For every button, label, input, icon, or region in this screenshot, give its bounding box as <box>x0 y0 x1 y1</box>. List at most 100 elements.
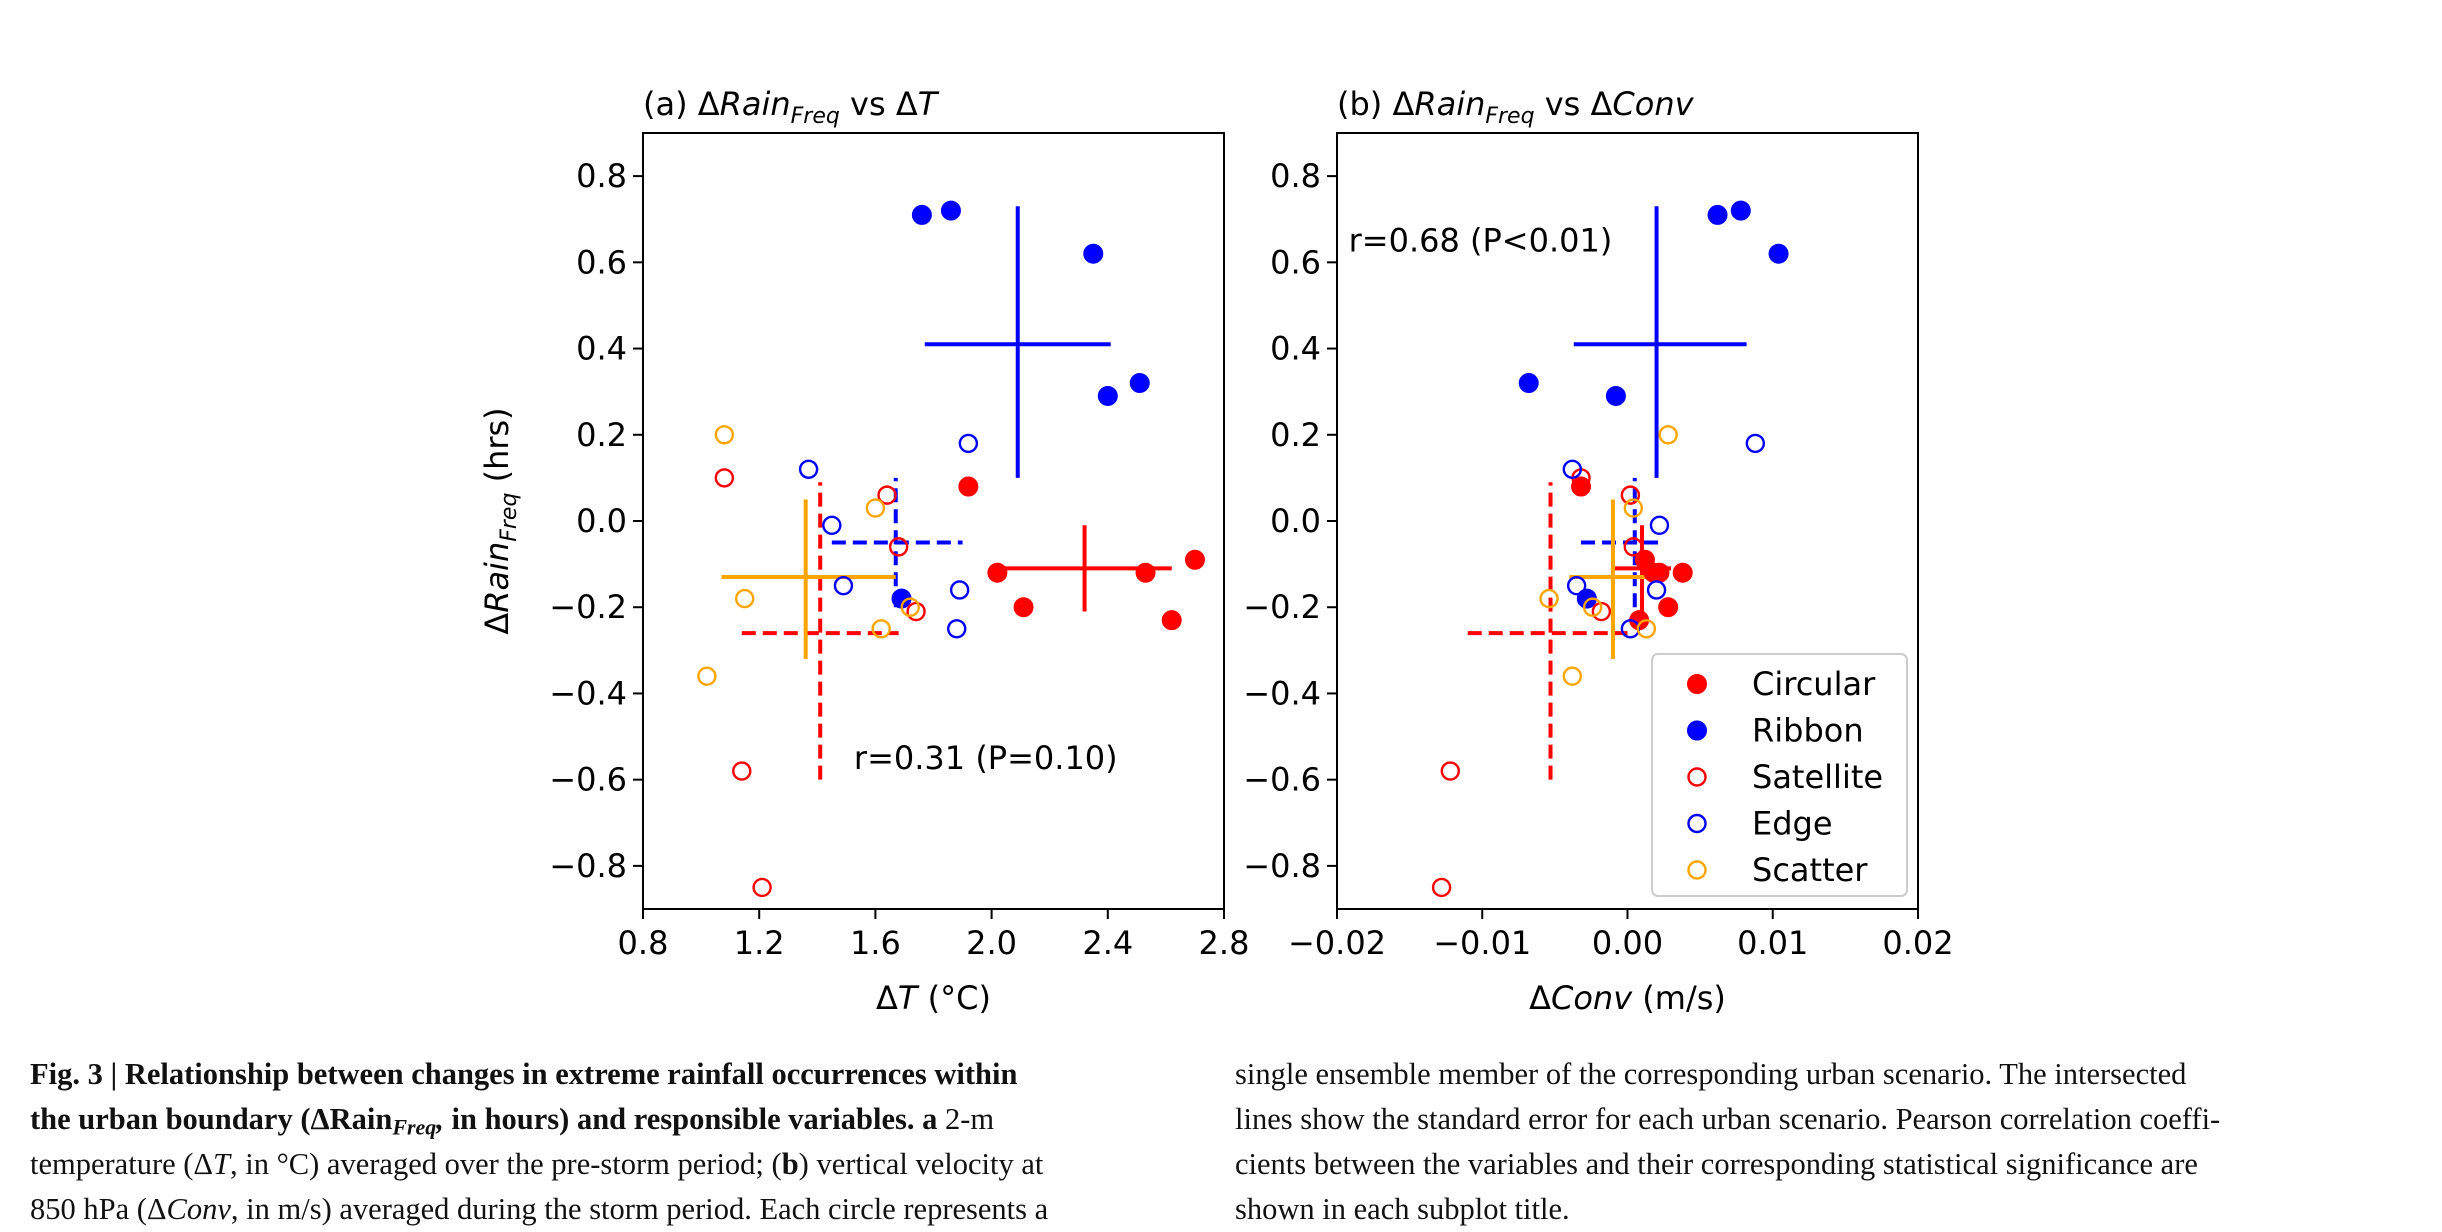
data-point <box>1518 373 1539 394</box>
data-point <box>1562 459 1583 479</box>
x-tick-label: 0.01 <box>1737 924 1808 962</box>
data-point <box>1646 580 1667 600</box>
caption-segment: Freq <box>392 1114 437 1140</box>
data-point <box>1623 498 1644 518</box>
legend-marker <box>1687 767 1707 787</box>
caption-segment: in hours) and responsible variables. a <box>443 1102 938 1136</box>
x-tick-label: −0.02 <box>1288 924 1386 962</box>
data-point <box>958 433 979 454</box>
series-satellite <box>714 468 926 898</box>
error-cross-ribbon <box>924 206 1111 478</box>
data-point <box>1623 537 1644 557</box>
x-tick-label: 2.0 <box>966 924 1017 962</box>
caption-segment: shown in each subplot title. <box>1235 1192 1570 1226</box>
legend-entry-ribbon: Ribbon <box>1687 712 1864 750</box>
legend: Circular Ribbon Satellite Edge Scatter <box>1651 653 1908 897</box>
x-tick-label: 1.6 <box>850 924 901 962</box>
legend-label: Satellite <box>1752 758 1883 796</box>
data-point <box>911 204 932 225</box>
y-tick-label: −0.2 <box>1243 588 1321 626</box>
error-cross-satellite <box>741 482 899 780</box>
x-tick-label: 0.00 <box>1592 924 1663 962</box>
caption-segment: , in °C) averaged over the pre-storm per… <box>230 1147 782 1181</box>
caption-segment: lines show the standard error for each u… <box>1235 1102 2221 1136</box>
panel-title: (b) ΔRainFreq vs ΔConv <box>1337 85 1695 129</box>
data-point <box>1129 373 1150 394</box>
legend-entry-satellite: Satellite <box>1687 758 1883 796</box>
error-cross-ribbon <box>1573 206 1747 478</box>
series-ribbon <box>891 200 1150 609</box>
y-tick-label: −0.6 <box>1243 761 1321 799</box>
error-cross-satellite <box>1467 482 1628 780</box>
data-point <box>1566 575 1587 596</box>
data-point <box>958 476 979 497</box>
correlation-annotation: r=0.68 (P<0.01) <box>1349 222 1613 260</box>
panel-b: (b) ΔRainFreq vs ΔConv −0.02 −0.01 0.00 0.01… <box>1243 85 1953 1017</box>
panel-a: (a) ΔRainFreq vs ΔT 0.8 1.2 1.6 2.0 2.4 2.8 −0.… <box>478 85 1249 1017</box>
data-point <box>1658 425 1678 445</box>
caption-segment: single ensemble member of the correspond… <box>1235 1057 2187 1091</box>
x-tick-label: 2.4 <box>1082 924 1133 962</box>
y-axis-label: ΔRainFreq (hrs) <box>478 407 522 634</box>
x-axis-label: ΔT (°C) <box>876 979 991 1017</box>
data-point <box>734 588 755 609</box>
data-point <box>888 537 909 557</box>
data-point <box>906 601 926 622</box>
y-tick-label: −0.8 <box>549 847 627 885</box>
x-tick-label: 2.8 <box>1199 924 1250 962</box>
legend-label: Scatter <box>1752 851 1868 889</box>
caption-segment: 2-m <box>937 1102 995 1136</box>
legend-marker <box>1687 860 1707 880</box>
series-scatter <box>697 425 920 686</box>
data-point <box>1649 515 1670 536</box>
figure: (a) ΔRainFreq vs ΔT 0.8 1.2 1.6 2.0 2.4 2.8 −0.… <box>478 85 1954 1017</box>
data-point <box>1649 562 1670 583</box>
caption-segment: b <box>781 1147 799 1181</box>
y-tick-label: 0.8 <box>576 157 627 195</box>
y-tick-label: 0.0 <box>576 502 627 540</box>
legend-label: Circular <box>1752 665 1876 703</box>
y-tick-label: 0.4 <box>1270 330 1321 368</box>
caption-line: Fig. 3 | Relationship between changes in… <box>30 1052 1200 1097</box>
legend-marker <box>1687 720 1707 741</box>
data-point <box>1768 243 1789 264</box>
y-tick-label: −0.4 <box>1243 674 1321 712</box>
x-tick-label: −0.01 <box>1433 924 1531 962</box>
legend-label: Ribbon <box>1752 712 1864 750</box>
caption-segment: temperature (Δ <box>30 1147 214 1181</box>
series-circular <box>958 476 1205 631</box>
x-axis-label: ΔConv (m/s) <box>1529 979 1726 1017</box>
y-tick-label: 0.6 <box>1270 243 1321 281</box>
y-tick-label: −0.4 <box>549 674 627 712</box>
caption-line: the urban boundary (ΔRainFreq, in hours)… <box>30 1097 1200 1142</box>
data-point <box>1620 485 1641 505</box>
data-point <box>714 425 735 445</box>
y-tick-label: 0.4 <box>576 330 627 368</box>
data-point <box>833 575 854 596</box>
data-point <box>1672 562 1693 583</box>
data-point <box>865 498 886 518</box>
data-point <box>1562 666 1583 686</box>
data-point <box>1135 562 1156 583</box>
legend-entry-edge: Edge <box>1687 805 1833 843</box>
legend-marker <box>1687 813 1707 834</box>
error-cross-edge <box>831 477 963 608</box>
axes-frame <box>642 132 1225 910</box>
data-point <box>1745 433 1766 454</box>
y-tick-label: 0.6 <box>576 243 627 281</box>
correlation-annotation: r=0.31 (P=0.10) <box>854 739 1118 777</box>
legend-entry-circular: Circular <box>1687 665 1876 703</box>
y-tick-label: 0.8 <box>1270 157 1321 195</box>
data-point <box>877 485 897 505</box>
caption-segment: , in m/s) averaged during the storm peri… <box>230 1192 1049 1226</box>
legend-marker <box>1687 674 1707 694</box>
x-tick-label: 0.02 <box>1882 924 1953 962</box>
caption-line: lines show the standard error for each u… <box>1235 1097 2405 1142</box>
caption-segment: 850 hPa (Δ <box>30 1192 167 1226</box>
caption-left-column: Fig. 3 | Relationship between changes in… <box>30 1052 1200 1232</box>
caption-line: 850 hPa (ΔConv, in m/s) averaged during … <box>30 1187 1200 1232</box>
data-point <box>798 459 819 479</box>
legend-entry-scatter: Scatter <box>1687 851 1868 889</box>
series-circular <box>1571 476 1693 631</box>
caption-line: cients between the variables and their c… <box>1235 1142 2405 1187</box>
